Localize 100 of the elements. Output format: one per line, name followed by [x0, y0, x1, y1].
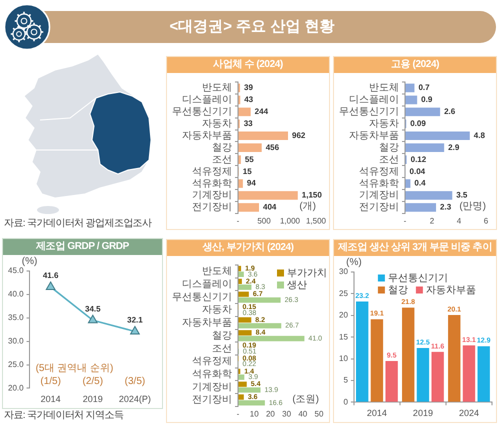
y-tick-label: 0: [343, 397, 348, 406]
y-tick-label: 기계장비: [359, 190, 399, 202]
bar: [406, 131, 470, 140]
y-tick-label: 무선통신기기: [339, 106, 399, 118]
bar: [238, 272, 244, 277]
bar: [238, 330, 252, 336]
y-tick-label: 철강: [212, 330, 232, 342]
data-label: 0.9: [421, 95, 433, 104]
data-label: 4.8: [474, 130, 486, 140]
x-tick-label: 2019: [82, 394, 103, 404]
legend-label: 생산: [287, 280, 307, 291]
y-axis-title: (%): [22, 256, 38, 267]
y-tick-label: 15: [338, 332, 348, 342]
y-tick-label: 디스플레이: [182, 94, 232, 106]
bar: [238, 284, 252, 290]
y-tick-label: 25: [338, 288, 348, 298]
x-tick-label: 2019: [412, 408, 433, 418]
y-tick-label: 반도체: [202, 266, 232, 278]
x-axis-title: (만명): [459, 201, 486, 212]
data-label: 39: [244, 83, 254, 92]
data-label: 3.5: [456, 190, 468, 200]
y-tick-label: 5: [343, 376, 348, 385]
data-label: 0.7: [418, 83, 430, 92]
x-tick-label: 2024(P): [118, 394, 151, 404]
chart-title: 생산, 부가가치 (2024): [167, 240, 329, 256]
bar: [238, 400, 265, 406]
y-tick-label: 석유정제: [359, 166, 399, 178]
y-tick-label: 철강: [379, 142, 399, 154]
x-tick-label: 500: [257, 216, 272, 226]
x-axis-title: (조원): [292, 394, 319, 406]
y-tick-label: 전기장비: [192, 394, 232, 406]
bar: [238, 394, 244, 400]
bar: [238, 374, 244, 380]
data-label: 0.4: [414, 178, 426, 188]
data-label: 456: [266, 142, 280, 152]
y-tick-label: 45.0: [8, 266, 24, 276]
y-tick-label: 무선통신기기: [172, 106, 232, 118]
y-tick-label: 자동차부품: [182, 130, 232, 142]
bar: [238, 191, 298, 200]
x-tick-label: -: [236, 409, 240, 418]
x-axis-title: (개): [299, 201, 316, 212]
x-tick-label: 2014: [40, 394, 61, 404]
x-tick-label: 6: [484, 216, 489, 226]
bar: [238, 179, 243, 188]
y-tick-label: 반도체: [369, 82, 399, 94]
bar: [406, 108, 440, 116]
y-tick-label: 30: [338, 267, 348, 276]
x-tick-label: 10: [250, 409, 260, 418]
x-tick-label: 1,000: [280, 216, 301, 226]
data-label: 32.1: [127, 316, 144, 325]
annotation: (2/5): [82, 376, 104, 387]
bar: [406, 143, 444, 152]
y-axis-title: (%): [346, 256, 362, 268]
x-tick-label: 50: [314, 409, 324, 418]
y-tick-label: 20.0: [8, 383, 24, 392]
y-tick-label: 디스플레이: [182, 279, 232, 290]
point: [130, 326, 140, 334]
annotation: (5대 권역내 순위): [36, 362, 114, 374]
y-tick-label: 조선: [212, 154, 232, 166]
bar: [238, 323, 282, 328]
x-tick-label: 20: [266, 409, 276, 418]
data-label: 15: [242, 166, 252, 176]
y-tick-label: 25.0: [8, 360, 24, 369]
bar: [406, 191, 452, 200]
point: [46, 281, 56, 290]
bar: [238, 266, 242, 272]
x-tick-label: -: [404, 216, 407, 226]
data-label: 43: [244, 95, 254, 104]
y-tick-label: 석유화학: [192, 369, 232, 380]
y-tick-label: 조선: [379, 154, 399, 166]
y-tick-label: 자동차: [202, 304, 232, 316]
x-tick-label: 2024: [458, 408, 479, 418]
y-tick-label: 디스플레이: [349, 94, 399, 106]
data-label: 1,150: [302, 190, 322, 200]
bar: [238, 108, 251, 116]
bar: [238, 278, 242, 284]
chart-title: 제조업 GRDP / GRDP: [3, 239, 162, 255]
bar: [406, 179, 410, 188]
y-tick-label: 철강: [212, 142, 232, 154]
y-tick-label: 자동차: [202, 118, 232, 130]
data-label: 0.04: [410, 166, 426, 176]
data-label: 404: [263, 202, 277, 212]
x-tick-label: 1,500: [306, 216, 327, 226]
data-label: 41.6: [42, 271, 59, 280]
y-tick-label: 자동차부품: [349, 130, 399, 142]
legend-label: 무선통신기기: [388, 272, 448, 284]
data-label: 55: [244, 154, 254, 164]
x-tick-label: 2014: [366, 408, 387, 418]
text: 자료: 국가데이터처 지역소득: [4, 410, 124, 422]
y-tick-label: 무선통신기기: [172, 292, 232, 303]
y-tick-label: 석유화학: [359, 178, 399, 190]
x-tick-label: 4: [456, 216, 462, 226]
bar: [238, 336, 304, 342]
data-label: 2.6: [444, 107, 456, 116]
bar: [406, 203, 436, 212]
bar: [406, 96, 418, 104]
y-tick-label: 20: [338, 310, 348, 320]
bar: [238, 292, 249, 297]
legend-label: 철강: [388, 284, 408, 296]
y-tick-label: 기계장비: [192, 382, 232, 393]
